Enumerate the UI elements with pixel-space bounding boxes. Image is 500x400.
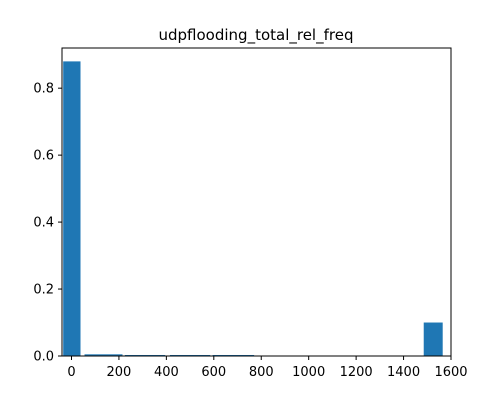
bar-4 — [212, 354, 255, 356]
x-axis: 0 200 400 600 800 1000 1200 1400 1600 — [67, 356, 468, 380]
x-tick-label: 1200 — [340, 365, 373, 380]
bar-1 — [84, 354, 123, 356]
x-tick-label: 0 — [67, 365, 75, 380]
bar-5 — [423, 322, 443, 356]
x-tick-label: 600 — [201, 365, 226, 380]
x-tick-label: 1400 — [387, 365, 420, 380]
x-tick-label: 400 — [154, 365, 179, 380]
x-tick-label: 1000 — [292, 365, 325, 380]
y-axis: 0.0 0.2 0.4 0.6 0.8 — [33, 82, 62, 365]
y-tick-label: 0.8 — [33, 82, 54, 97]
y-tick-label: 0.6 — [33, 149, 54, 164]
y-tick-label: 0.4 — [33, 216, 54, 231]
y-tick-label: 0.2 — [33, 283, 54, 298]
chart-title: udpflooding_total_rel_freq — [159, 26, 354, 45]
y-tick-label: 0.0 — [33, 350, 54, 365]
bar-2 — [124, 354, 166, 356]
x-tick-label: 1600 — [434, 365, 467, 380]
bar-0 — [63, 61, 81, 357]
x-tick-label: 800 — [249, 365, 274, 380]
bar-3 — [169, 354, 211, 356]
plot-frame — [61, 47, 452, 357]
x-tick-label: 200 — [107, 365, 132, 380]
bars-group — [63, 61, 443, 357]
